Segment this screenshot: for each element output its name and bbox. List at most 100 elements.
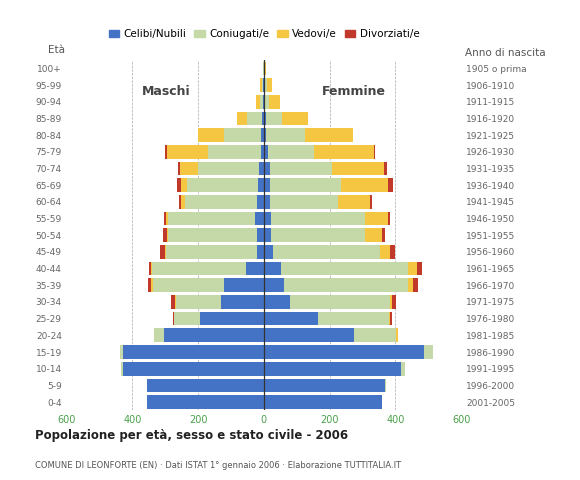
Bar: [246, 262, 264, 276]
Bar: [166, 212, 168, 225]
Bar: [284, 278, 408, 292]
Bar: [264, 128, 266, 142]
Bar: [257, 245, 264, 259]
Bar: [260, 78, 262, 92]
Bar: [248, 111, 262, 125]
Bar: [408, 278, 414, 292]
Text: Femmine: Femmine: [322, 85, 386, 98]
Bar: [258, 195, 264, 209]
Bar: [165, 245, 166, 259]
Bar: [314, 145, 374, 158]
Bar: [152, 262, 246, 276]
Bar: [270, 195, 338, 209]
Bar: [264, 362, 401, 375]
Bar: [175, 295, 176, 309]
Bar: [168, 212, 255, 225]
Bar: [305, 128, 353, 142]
Bar: [365, 212, 389, 225]
Bar: [264, 228, 271, 242]
Bar: [271, 228, 365, 242]
Bar: [264, 278, 284, 292]
Bar: [166, 228, 168, 242]
Bar: [176, 295, 221, 309]
Bar: [401, 362, 405, 375]
Bar: [168, 228, 257, 242]
Bar: [260, 95, 263, 108]
Bar: [256, 95, 260, 108]
Bar: [154, 328, 164, 342]
Bar: [177, 178, 181, 192]
Bar: [264, 379, 385, 392]
Bar: [388, 178, 393, 192]
Bar: [273, 245, 380, 259]
Bar: [332, 162, 384, 175]
Bar: [264, 295, 289, 309]
Bar: [200, 312, 264, 325]
Bar: [255, 212, 264, 225]
Bar: [160, 245, 165, 259]
Bar: [264, 312, 318, 325]
Bar: [384, 162, 387, 175]
Bar: [264, 111, 266, 125]
Bar: [147, 379, 264, 392]
Bar: [264, 328, 354, 342]
Bar: [179, 195, 181, 209]
Bar: [181, 178, 187, 192]
Bar: [269, 95, 280, 108]
Bar: [262, 111, 264, 125]
Bar: [389, 312, 390, 325]
Bar: [265, 95, 269, 108]
Bar: [264, 95, 265, 108]
Bar: [271, 212, 365, 225]
Bar: [260, 145, 264, 158]
Bar: [120, 345, 122, 359]
Bar: [354, 328, 396, 342]
Legend: Celibi/Nubili, Coniugati/e, Vedovi/e, Divorziati/e: Celibi/Nubili, Coniugati/e, Vedovi/e, Di…: [104, 25, 423, 43]
Bar: [164, 212, 166, 225]
Bar: [390, 312, 392, 325]
Bar: [179, 162, 180, 175]
Bar: [396, 328, 398, 342]
Bar: [408, 262, 417, 276]
Bar: [393, 295, 396, 309]
Bar: [267, 78, 272, 92]
Text: Età: Età: [48, 45, 65, 55]
Bar: [416, 262, 422, 276]
Bar: [260, 128, 264, 142]
Bar: [414, 278, 418, 292]
Bar: [151, 262, 152, 276]
Bar: [264, 178, 270, 192]
Bar: [121, 362, 122, 375]
Bar: [147, 395, 264, 409]
Bar: [263, 95, 264, 108]
Bar: [259, 162, 264, 175]
Bar: [385, 379, 386, 392]
Text: Anno di nascita: Anno di nascita: [465, 48, 546, 58]
Text: Maschi: Maschi: [142, 85, 190, 98]
Bar: [166, 245, 257, 259]
Bar: [148, 278, 151, 292]
Bar: [264, 145, 268, 158]
Bar: [165, 145, 167, 158]
Bar: [174, 312, 200, 325]
Bar: [224, 278, 264, 292]
Bar: [164, 228, 166, 242]
Bar: [374, 145, 375, 158]
Bar: [153, 278, 224, 292]
Bar: [180, 162, 198, 175]
Bar: [282, 111, 309, 125]
Bar: [270, 162, 332, 175]
Bar: [198, 128, 224, 142]
Bar: [208, 145, 260, 158]
Bar: [268, 145, 314, 158]
Bar: [266, 111, 282, 125]
Bar: [390, 245, 396, 259]
Bar: [264, 345, 425, 359]
Bar: [122, 345, 264, 359]
Bar: [198, 162, 259, 175]
Bar: [224, 128, 260, 142]
Bar: [318, 312, 389, 325]
Bar: [263, 61, 264, 75]
Bar: [289, 295, 390, 309]
Bar: [365, 228, 382, 242]
